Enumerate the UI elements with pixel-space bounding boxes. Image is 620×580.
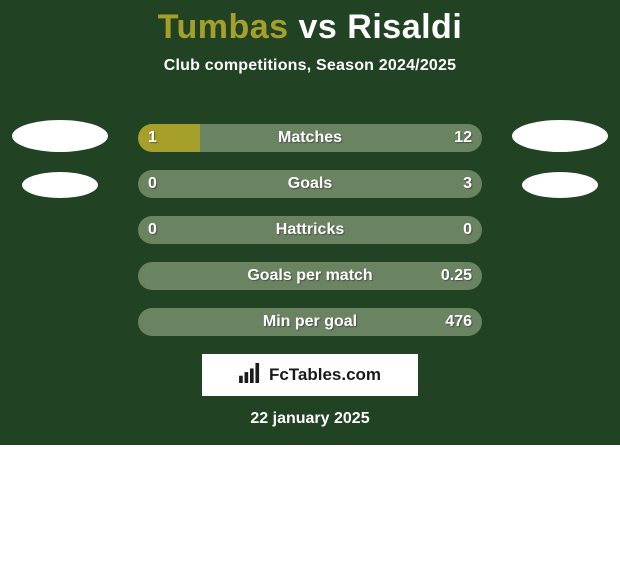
brand-badge[interactable]: FcTables.com [202, 354, 418, 396]
brand-text: FcTables.com [269, 365, 381, 385]
avatar-right-1 [522, 172, 598, 198]
comparison-card: Tumbas vs Risaldi Club competitions, Sea… [0, 0, 620, 445]
stat-label: Goals [288, 175, 332, 193]
stat-row-2: Hattricks 0 0 [138, 216, 482, 244]
title-player-b: Risaldi [347, 8, 462, 46]
stat-label: Matches [278, 129, 342, 147]
avatar-left-0 [12, 120, 108, 152]
stat-value-left: 1 [148, 129, 157, 147]
stat-label: Goals per match [247, 267, 372, 285]
stat-value-right: 12 [454, 129, 472, 147]
subtitle: Club competitions, Season 2024/2025 [0, 57, 620, 75]
title-vs: vs [299, 8, 338, 46]
stat-value-right: 3 [463, 175, 472, 193]
avatar-column-right [512, 120, 608, 198]
avatar-left-1 [22, 172, 98, 198]
brand-chart-icon [239, 363, 261, 388]
stat-value-left: 0 [148, 175, 157, 193]
stat-bars: Matches 1 12 Goals 0 3 Hattricks 0 0 Goals per ma… [138, 124, 482, 336]
date-text: 22 january 2025 [250, 410, 369, 428]
stat-row-4: Min per goal 476 [138, 308, 482, 336]
stat-value-right: 0.25 [441, 267, 472, 285]
stat-value-right: 0 [463, 221, 472, 239]
stat-row-0: Matches 1 12 [138, 124, 482, 152]
stat-row-1: Goals 0 3 [138, 170, 482, 198]
stat-value-right: 476 [445, 313, 472, 331]
avatar-column-left [12, 120, 108, 198]
stat-row-3: Goals per match 0.25 [138, 262, 482, 290]
avatar-right-0 [512, 120, 608, 152]
stat-label: Min per goal [263, 313, 357, 331]
stat-label: Hattricks [276, 221, 344, 239]
title-player-a: Tumbas [158, 8, 289, 46]
page-title: Tumbas vs Risaldi [0, 8, 620, 47]
stat-value-left: 0 [148, 221, 157, 239]
